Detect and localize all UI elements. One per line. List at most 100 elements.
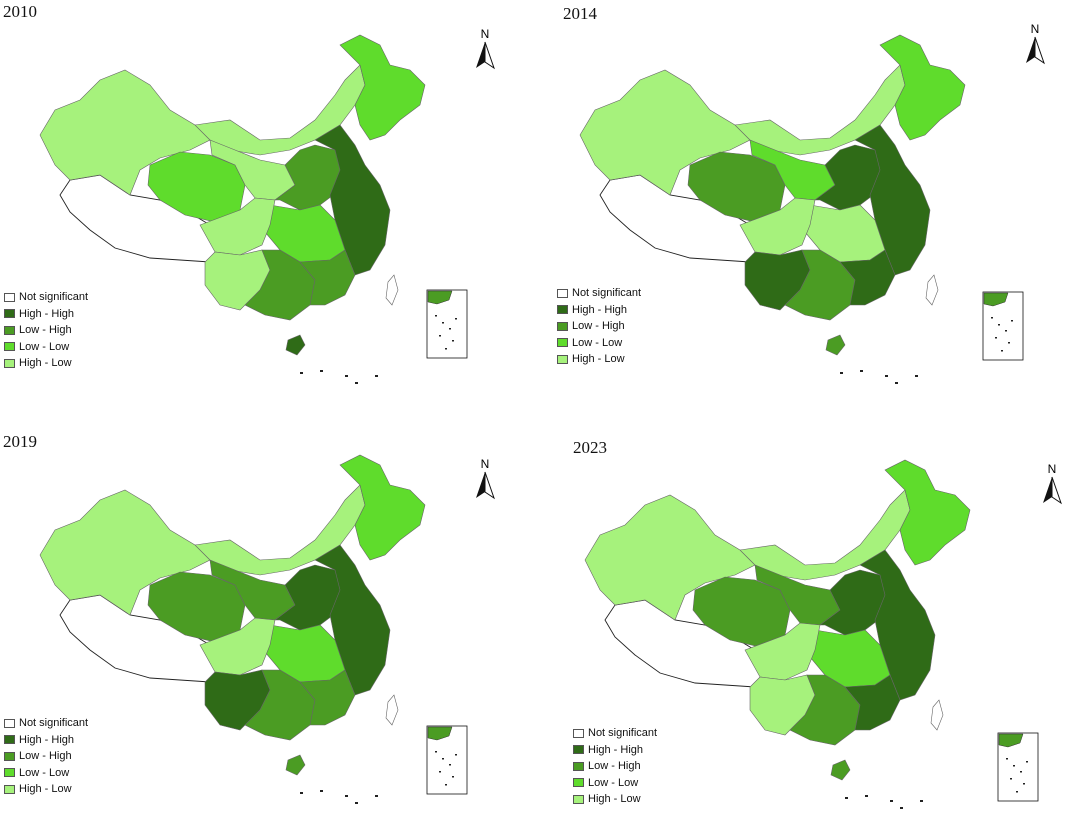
legend-label: Low - High (572, 320, 625, 333)
region-northeast (339, 454, 426, 561)
legend-item: Low - High (557, 318, 641, 335)
legend-swatch (573, 761, 584, 771)
legend-label: High - Low (572, 353, 625, 366)
island-mark (865, 795, 868, 797)
legend-item: Low - Low (4, 765, 88, 782)
region-taiwan (925, 274, 939, 306)
legend: Not significant High - High Low - High Low … (557, 285, 641, 368)
legend-swatch (557, 305, 568, 315)
region-hainan (285, 754, 306, 776)
legend-item: Low - Low (573, 775, 657, 792)
china-map: N (39, 454, 495, 804)
north-arrow-icon: N (1026, 22, 1045, 65)
region-southeast (299, 669, 356, 726)
map-regions (584, 459, 971, 809)
china-map: N (579, 22, 1045, 384)
legend-label: Not significant (19, 291, 89, 304)
island-mark (375, 375, 378, 377)
region-northeast (879, 34, 966, 141)
region-north (814, 144, 886, 211)
year-label: 2014 (563, 4, 597, 23)
legend-swatch (4, 718, 15, 728)
south-china-sea-inset (982, 291, 1024, 361)
legend-swatch (4, 325, 15, 335)
legend-swatch (557, 321, 568, 331)
island-mark (885, 375, 888, 377)
legend-item: Low - High (573, 758, 657, 775)
legend-item: High - High (4, 732, 88, 749)
region-south (784, 249, 856, 321)
china-map: N (584, 459, 1062, 809)
island-mark (845, 797, 848, 799)
region-taiwan (385, 274, 399, 306)
legend-label: High - Low (19, 783, 72, 796)
map-regions (39, 454, 426, 804)
map-regions (579, 34, 966, 384)
legend-swatch (4, 342, 15, 352)
north-arrow-icon: N (476, 27, 495, 70)
legend-label: Low - Low (19, 766, 70, 779)
island-mark (890, 800, 893, 802)
legend-swatch (557, 354, 568, 364)
legend-label: Low - Low (588, 776, 639, 789)
south-china-sea-inset (426, 725, 468, 795)
island-mark (900, 807, 903, 809)
island-mark (375, 795, 378, 797)
south-china-sea-inset (426, 289, 468, 359)
legend-item: High - High (4, 306, 88, 323)
legend-swatch (573, 728, 584, 738)
region-taiwan (930, 699, 944, 731)
legend-label: High - Low (19, 357, 72, 370)
island-mark (300, 792, 303, 794)
island-mark (345, 795, 348, 797)
legend: Not significant High - High Low - High Low … (4, 289, 88, 372)
legend-swatch (4, 751, 15, 761)
region-southeast (844, 674, 901, 731)
legend-item: High - Low (4, 355, 88, 372)
north-arrow-icon: N (1043, 462, 1062, 505)
legend-label: Not significant (19, 717, 89, 730)
legend-label: Low - High (19, 324, 72, 337)
map-panel-2010: 2010 N Not significant High - High Low - H… (0, 0, 530, 400)
legend-swatch (573, 778, 584, 788)
year-label: 2019 (3, 432, 37, 451)
island-mark (915, 375, 918, 377)
legend-item: Not significant (4, 289, 88, 306)
north-label: N (1031, 22, 1040, 36)
north-label: N (1048, 462, 1057, 476)
island-mark (320, 370, 323, 372)
legend-label: High - Low (588, 793, 641, 806)
region-hainan (830, 759, 851, 781)
legend-item: Low - High (4, 748, 88, 765)
island-mark (355, 802, 358, 804)
legend-label: High - High (19, 307, 75, 320)
legend-swatch (573, 745, 584, 755)
island-mark (860, 370, 863, 372)
island-mark (345, 375, 348, 377)
region-north (274, 564, 346, 631)
year-label: 2023 (573, 438, 607, 457)
island-mark (300, 372, 303, 374)
region-northeast (884, 459, 971, 566)
legend-item: Not significant (4, 715, 88, 732)
island-mark (895, 382, 898, 384)
legend-label: Low - Low (19, 340, 70, 353)
region-hainan (825, 334, 846, 356)
region-coast (854, 124, 931, 276)
legend-label: Low - High (19, 750, 72, 763)
region-coast (859, 549, 936, 701)
region-southeast (299, 249, 356, 306)
north-arrow-icon: N (476, 457, 495, 500)
legend-item: High - Low (557, 351, 641, 368)
legend-label: Not significant (588, 727, 658, 740)
region-south (244, 249, 316, 321)
legend-swatch (4, 292, 15, 302)
legend: Not significant High - High Low - High Low … (4, 715, 88, 798)
legend-item: High - Low (4, 781, 88, 798)
legend-swatch (557, 288, 568, 298)
region-south (789, 674, 861, 746)
region-taiwan (385, 694, 399, 726)
china-map: N (39, 27, 495, 384)
island-mark (355, 382, 358, 384)
region-south (244, 669, 316, 741)
